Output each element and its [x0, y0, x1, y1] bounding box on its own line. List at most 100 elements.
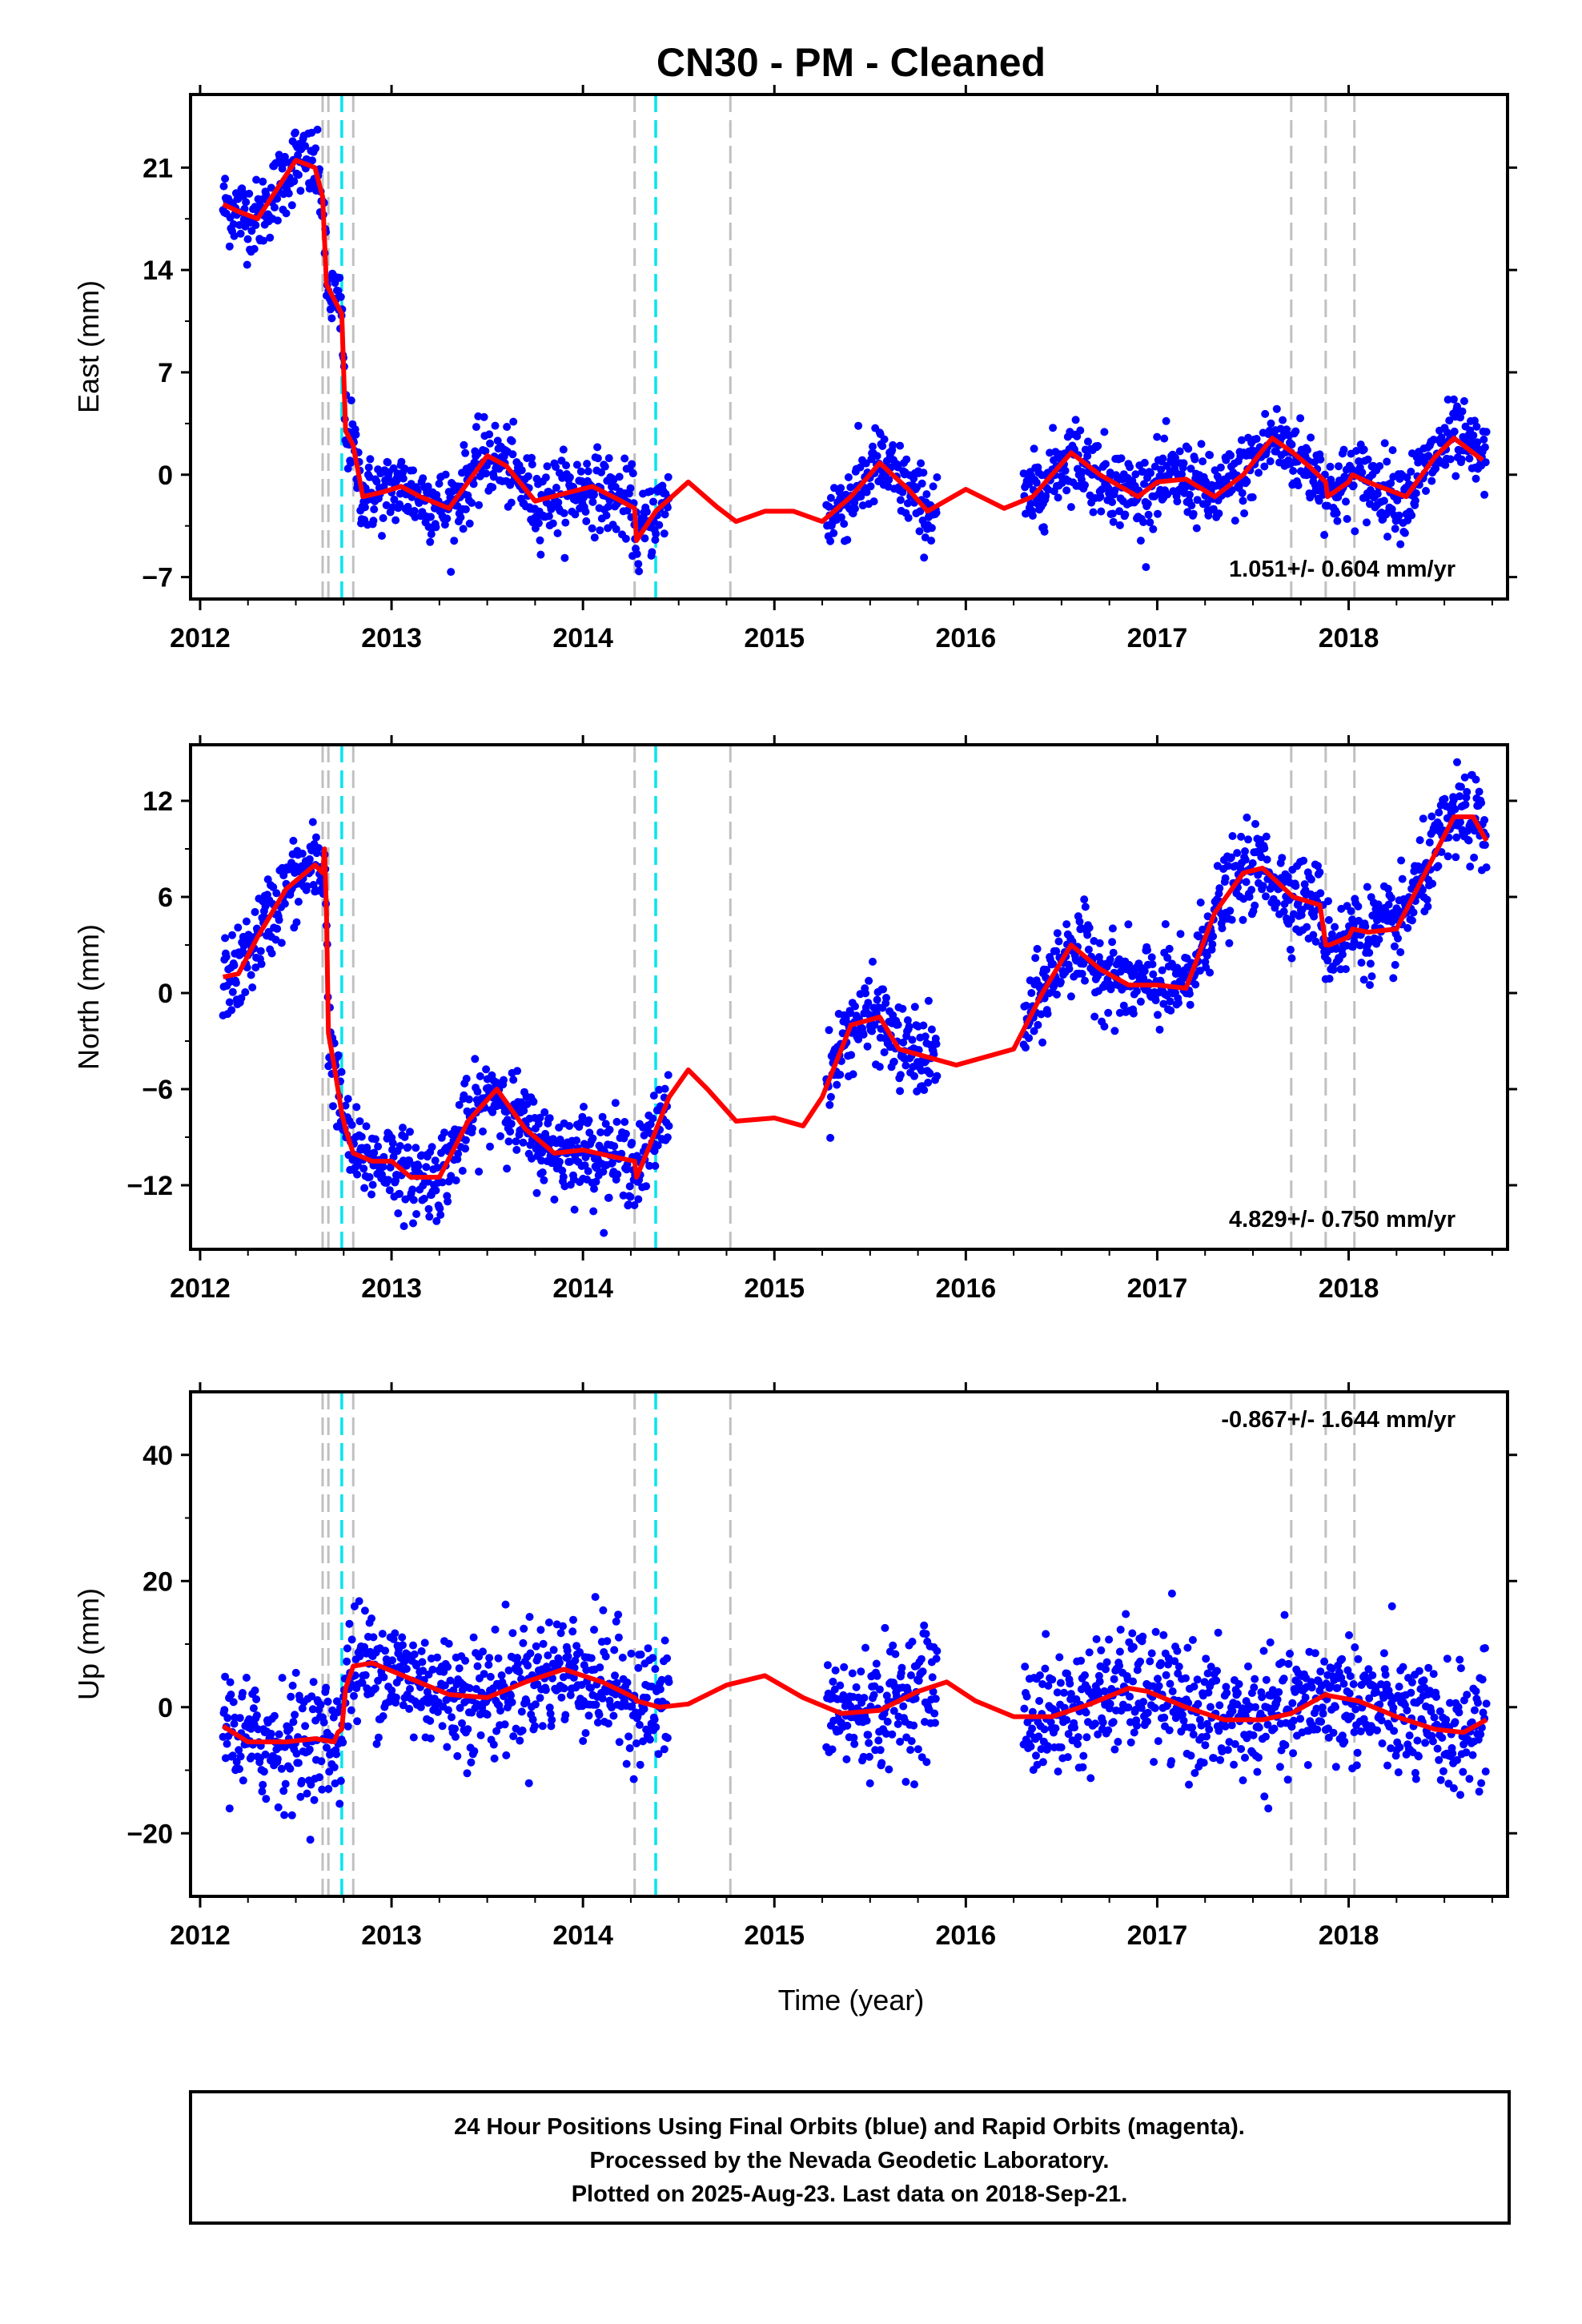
data-point: [1140, 458, 1149, 467]
data-point: [1026, 499, 1035, 508]
data-point: [924, 1078, 933, 1087]
data-point: [1154, 509, 1162, 518]
data-point: [281, 1779, 290, 1788]
data-point: [1263, 855, 1271, 864]
data-point: [259, 1780, 267, 1789]
data-point: [391, 1629, 400, 1638]
data-point: [324, 1784, 333, 1793]
data-point: [1199, 1759, 1208, 1767]
data-point: [922, 1758, 931, 1767]
data-point: [1085, 923, 1094, 932]
data-point: [921, 1630, 930, 1638]
data-point: [927, 1025, 936, 1034]
data-point: [532, 1642, 540, 1651]
data-point: [378, 532, 386, 541]
data-point: [1233, 849, 1242, 858]
data-point: [353, 1717, 362, 1726]
data-point: [1244, 1662, 1252, 1671]
data-point: [1452, 833, 1461, 842]
data-point: [1296, 1715, 1305, 1723]
data-point: [357, 1132, 366, 1141]
data-point: [482, 469, 491, 478]
data-point: [420, 1638, 429, 1647]
data-point: [654, 1750, 663, 1759]
data-point: [570, 1205, 579, 1214]
data-point: [1444, 1779, 1453, 1788]
data-point: [1463, 787, 1472, 796]
data-point: [1206, 968, 1215, 977]
data-point: [1424, 1663, 1433, 1672]
data-point: [1462, 1748, 1471, 1757]
data-point: [1326, 462, 1335, 471]
data-point: [1357, 959, 1366, 967]
data-point: [352, 1103, 361, 1112]
data-point: [257, 959, 266, 968]
data-point: [1474, 1699, 1482, 1707]
data-point: [310, 1795, 319, 1804]
data-point: [1148, 960, 1157, 969]
data-point: [883, 1717, 892, 1726]
data-point: [630, 1201, 639, 1209]
data-point: [908, 1035, 917, 1044]
data-point: [1275, 1688, 1283, 1696]
data-point: [409, 1733, 418, 1742]
data-point: [1303, 923, 1311, 931]
data-point: [859, 1752, 868, 1761]
data-points: [219, 125, 1491, 577]
footer-line-3: Plotted on 2025-Aug-23. Last data on 201…: [572, 2181, 1128, 2207]
data-point: [369, 517, 378, 525]
data-point: [885, 1765, 893, 1774]
data-point: [576, 467, 585, 476]
data-point: [350, 1691, 358, 1700]
data-point: [308, 156, 316, 165]
data-point: [1443, 428, 1452, 437]
data-point: [275, 915, 283, 924]
data-point: [544, 512, 553, 521]
data-point: [1361, 923, 1370, 931]
data-point: [1260, 1792, 1269, 1801]
data-point: [1073, 432, 1082, 440]
data-point: [460, 440, 468, 449]
data-point: [1221, 874, 1230, 883]
x-tick-label: 2012: [170, 1273, 231, 1304]
data-point: [1193, 496, 1202, 505]
data-point: [1379, 1694, 1388, 1703]
rate-annotation: -0.867+/- 1.644 mm/yr: [1221, 1407, 1456, 1433]
data-point: [1368, 1671, 1377, 1679]
data-point: [610, 1646, 619, 1655]
x-tick-label: 2014: [552, 1920, 613, 1951]
data-point: [436, 1204, 444, 1212]
data-point: [603, 1637, 612, 1646]
data-point: [1089, 508, 1098, 517]
data-point: [602, 511, 611, 520]
data-point: [1146, 518, 1154, 527]
data-point: [1397, 856, 1406, 865]
data-point: [235, 1765, 243, 1773]
data-point: [1129, 1009, 1138, 1018]
data-point: [476, 1072, 484, 1080]
data-point: [1407, 1678, 1416, 1687]
data-point: [1307, 1683, 1316, 1692]
data-point: [270, 203, 279, 212]
data-point: [1247, 886, 1256, 895]
data-point: [1456, 1664, 1465, 1673]
data-point: [441, 470, 450, 479]
data-point: [226, 1678, 235, 1687]
data-point: [1140, 480, 1148, 489]
data-point: [1035, 1671, 1044, 1679]
data-point: [843, 536, 852, 545]
data-point: [1333, 1683, 1342, 1692]
data-point: [1407, 916, 1416, 925]
data-point: [1102, 1658, 1111, 1667]
data-point: [285, 1724, 294, 1733]
data-point: [400, 1132, 409, 1141]
data-point: [1191, 1769, 1199, 1777]
data-point: [1119, 1001, 1128, 1010]
data-point: [307, 1692, 316, 1701]
data-point: [632, 549, 641, 558]
data-point: [1115, 521, 1124, 529]
data-point: [665, 1122, 673, 1130]
data-point: [552, 484, 560, 492]
data-point: [1409, 908, 1418, 917]
